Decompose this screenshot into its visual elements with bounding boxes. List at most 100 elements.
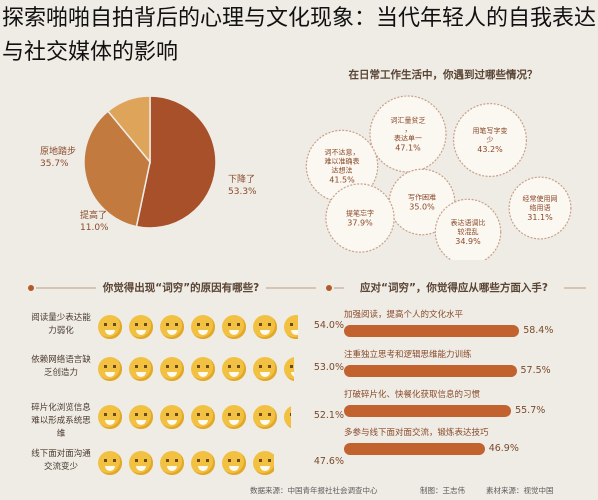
actions-chart: 加强阅读，提高个人的文化水平 58.4% 注重独立思考和逻辑思维能力训练 57.…	[338, 300, 583, 470]
bubble-value: 37.9%	[347, 219, 373, 228]
action-label: 多参与线下面对面交流，锻炼表达技巧	[344, 428, 489, 438]
reason-value: 52.1%	[313, 410, 344, 421]
bubble-value: 31.1%	[527, 213, 553, 222]
bubble	[305, 129, 379, 203]
action-value: 57.5%	[520, 365, 551, 376]
pie-slice	[135, 95, 217, 229]
reasons-chart: 阅读量少表达能力弱化 54.0% 依赖网络语言缺乏创造力 53.0% 碎片化浏览…	[30, 300, 344, 480]
footer-material: 素材来源：视觉中国	[486, 486, 554, 495]
reason-label: 线下面对面沟通交流变少	[31, 449, 91, 472]
pie-slice-label: 原地踏步	[40, 145, 76, 157]
emoji-face	[160, 315, 184, 339]
pie-slice-value: 35.7%	[40, 159, 69, 169]
reason-row: 碎片化浏览信息难以形成系统思维 52.1%	[30, 396, 344, 439]
action-label: 注重独立思考和逻辑思维能力训练	[344, 350, 472, 360]
bubble-label: 较混乱	[458, 227, 479, 236]
emoji-face	[129, 357, 153, 381]
action-bar	[344, 325, 520, 337]
reason-face-track	[98, 404, 291, 430]
pie-slice-value: 11.0%	[80, 223, 109, 233]
emoji-face	[253, 405, 277, 429]
action-label: 打破碎片化、快餐化获取信息的习惯	[344, 390, 481, 400]
emoji-face	[98, 357, 122, 381]
emoji-face	[98, 405, 122, 429]
emoji-face	[98, 315, 122, 339]
bubble-label: 用笔写字变	[473, 126, 508, 135]
action-value: 58.4%	[523, 325, 554, 336]
emoji-face	[284, 315, 298, 339]
title-banner: 探索啪啪自拍背后的心理与文化现象：当代年轻人的自我表达与社交媒体的影响	[0, 0, 598, 72]
emoji-face	[284, 405, 291, 429]
bubble	[369, 95, 447, 173]
emoji-face	[191, 315, 215, 339]
reason-value: 53.0%	[313, 362, 344, 373]
bubble	[508, 176, 572, 240]
emoji-face	[160, 405, 184, 429]
reason-label: 碎片化浏览信息难以形成系统思维	[31, 403, 91, 439]
emoji-face	[222, 405, 246, 429]
reason-value: 54.0%	[313, 320, 344, 331]
action-bar-track	[344, 365, 524, 377]
section-rule-left-2	[266, 287, 316, 289]
bubble-value: 41.5%	[329, 176, 355, 185]
action-label: 加强阅读，提高个人的文化水平	[344, 310, 464, 320]
bubble	[434, 198, 502, 260]
emoji-face	[253, 357, 277, 381]
action-row: 加强阅读，提高个人的文化水平 58.4%	[338, 308, 583, 348]
emoji-face	[191, 357, 215, 381]
bubble-label: 经常使用网	[523, 194, 558, 203]
bubble-label: 写作困难	[408, 193, 436, 202]
reason-face-track	[98, 314, 298, 340]
emoji-face	[222, 357, 246, 381]
pie-slice-value: 53.3%	[228, 187, 257, 197]
bubble-value: 47.1%	[395, 144, 421, 153]
action-row: 注重独立思考和逻辑思维能力训练 57.5%	[338, 348, 583, 388]
section-rule-right-2	[564, 287, 586, 289]
page-title: 探索啪啪自拍背后的心理与文化现象：当代年轻人的自我表达与社交媒体的影响	[2, 6, 597, 65]
footer-designer: 制图：王志伟	[420, 486, 465, 495]
action-row: 多参与线下面对面交流，锻炼表达技巧 46.9%	[338, 426, 583, 466]
pie-chart: 下降了 53.3% 原地踏步 35.7% 提高了 11.0%	[40, 95, 257, 233]
emoji-face	[222, 451, 246, 475]
reason-row: 阅读量少表达能力弱化 54.0%	[30, 306, 344, 346]
action-bar	[344, 365, 517, 377]
bubble-label: 少	[487, 136, 494, 144]
bubble-label: 络用语	[530, 203, 551, 212]
action-bar	[344, 405, 512, 417]
footer-data-source: 数据来源：中国青年报社社会调查中心	[250, 486, 378, 495]
bubble-label: 达想法	[332, 166, 353, 175]
section-dot-right	[326, 285, 332, 291]
action-value: 46.9%	[488, 443, 519, 454]
pie-slice	[83, 110, 151, 228]
action-bar-track	[344, 443, 524, 455]
bubble-label: 表达语调比	[451, 218, 486, 227]
bubble-value: 35.0%	[409, 203, 435, 212]
emoji-face	[160, 451, 184, 475]
section-title-situations: 在日常工作生活中，你遇到过哪些情况？	[348, 69, 538, 81]
emoji-face	[129, 451, 153, 475]
bubble-label: 词汇量贫乏	[391, 116, 426, 125]
emoji-face	[284, 357, 295, 381]
bubble-label: 表达单一	[394, 134, 422, 143]
section-dot-left	[28, 285, 34, 291]
reason-row: 依赖网络语言缺乏创造力 53.0%	[30, 348, 344, 388]
emoji-face	[222, 315, 246, 339]
reason-face-track	[98, 450, 275, 476]
action-row: 打破碎片化、快餐化获取信息的习惯 55.7%	[338, 388, 583, 428]
bubble-label: 词不达意，	[325, 148, 360, 157]
footer: 数据来源：中国青年报社社会调查中心 制图：王志伟 素材来源：视觉中国	[250, 484, 590, 498]
reason-label: 依赖网络语言缺乏创造力	[31, 355, 91, 378]
bubble-label: 难以准确表	[325, 157, 360, 166]
bubble-value: 43.2%	[477, 145, 503, 154]
action-bar-track	[344, 325, 524, 337]
section-rule-left	[36, 287, 96, 289]
bubble	[325, 183, 395, 253]
action-bar-track	[344, 405, 524, 417]
bubble-label: ，	[405, 126, 412, 134]
emoji-face	[98, 451, 122, 475]
action-value: 55.7%	[515, 405, 546, 416]
emoji-face	[253, 315, 277, 339]
emoji-face	[191, 451, 215, 475]
